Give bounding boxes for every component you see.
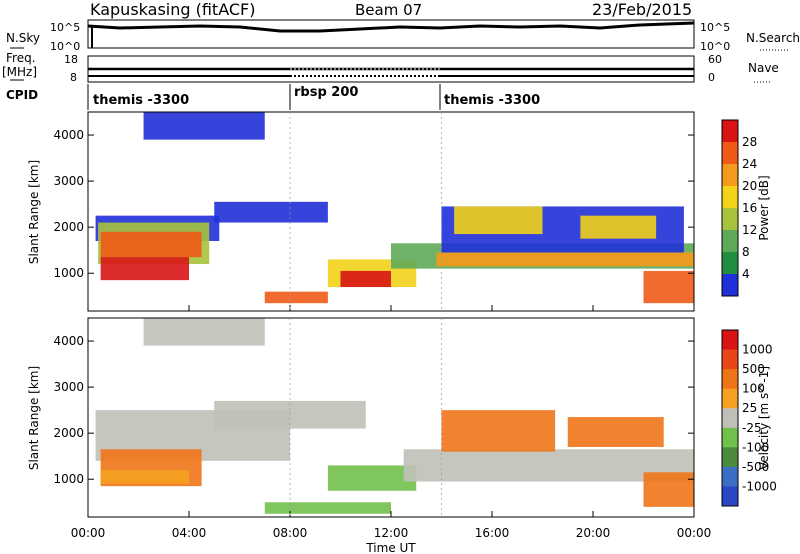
power-colorbar-swatch-5 — [722, 230, 738, 253]
velocity-ytick-label-2: 3000 — [53, 380, 84, 394]
power-colorbar-tick-6: 4 — [742, 267, 750, 281]
x-tick-label-6: 00:00 — [677, 526, 712, 540]
power-region-9 — [436, 252, 694, 267]
velocity-panel: 1000 2000 3000 4000 Slant Range [km] 1000 50… — [27, 317, 777, 518]
x-axis: 00:00 04:00 08:00 12:00 16:00 20:00 00:00 — [71, 112, 712, 540]
power-ytick-label-3: 4000 — [53, 128, 84, 142]
velocity-colorbar-swatch-3 — [722, 388, 738, 409]
velocity-colorbar-swatch-5 — [722, 427, 738, 448]
velocity-region-3 — [100, 470, 189, 484]
cpid-segment-1: themis -3300 — [93, 93, 189, 108]
velocity-colorbar-label: Velocity [m s^-1] — [757, 366, 771, 470]
velocity-ytick-label-0: 1000 — [53, 472, 84, 486]
nsky-panel: N.Sky 10^5 10^0 10^5 10^0 N.Search — [6, 19, 800, 53]
velocity-colorbar-tick-2: 100 — [742, 382, 765, 396]
power-ytick-label-1: 2000 — [53, 220, 84, 234]
station-title: Kapuskasing (fitACF) — [90, 0, 255, 19]
velocity-region-8 — [567, 417, 664, 447]
power-region-2 — [100, 231, 202, 258]
x-tick-label-2: 08:00 — [273, 526, 308, 540]
power-region-13 — [643, 270, 694, 304]
velocity-colorbar-tick-3: 25 — [742, 401, 757, 415]
power-colorbar-label: Power [dB] — [757, 175, 771, 240]
power-region-11 — [454, 206, 543, 235]
power-colorbar-swatch-4 — [722, 208, 738, 231]
nsky-tick-high: 10^5 — [50, 21, 80, 34]
power-region-3 — [100, 257, 189, 281]
beam-title: Beam 07 — [355, 1, 422, 19]
velocity-ylabel: Slant Range [km] — [27, 366, 41, 470]
freq-tick-high: 18 — [64, 53, 78, 66]
velocity-ytick-label-3: 4000 — [53, 334, 84, 348]
velocity-region-7 — [441, 410, 556, 452]
velocity-colorbar-swatch-1 — [722, 349, 738, 370]
velocity-region-4 — [143, 318, 265, 346]
nsky-label: N.Sky — [6, 31, 40, 45]
velocity-region-10 — [264, 502, 391, 514]
freq-label: Freq. — [6, 51, 36, 65]
x-tick-label-3: 12:00 — [374, 526, 409, 540]
velocity-colorbar-tick-5: -100 — [742, 440, 769, 454]
x-tick-label-5: 20:00 — [576, 526, 611, 540]
nave-tick-high: 60 — [708, 53, 722, 66]
power-colorbar: 28 24 20 16 12 8 4 Power [dB] — [721, 119, 771, 297]
velocity-colorbar-swatch-4 — [722, 408, 738, 429]
date-title: 23/Feb/2015 — [592, 0, 692, 19]
power-colorbar-swatch-1 — [722, 142, 738, 165]
power-region-4 — [143, 112, 265, 140]
power-ylabel: Slant Range [km] — [27, 160, 41, 264]
freq-tick-low: 8 — [70, 71, 77, 84]
power-colorbar-tick-5: 8 — [742, 245, 750, 259]
velocity-colorbar-swatch-6 — [722, 447, 738, 468]
power-region-12 — [580, 215, 657, 239]
nsky-trace — [87, 21, 695, 33]
velocity-colorbar-swatch-8 — [722, 486, 738, 507]
velocity-region-5 — [327, 465, 417, 491]
velocity-colorbar-swatch-0 — [722, 330, 738, 351]
velocity-colorbar-tick-1: 500 — [742, 362, 765, 376]
velocity-ytick-label-1: 2000 — [53, 426, 84, 440]
nsky-tick-low: 10^0 — [50, 40, 80, 53]
x-tick-label-1: 04:00 — [172, 526, 207, 540]
nsky-tick-high-right: 10^5 — [700, 21, 730, 34]
velocity-colorbar-tick-4: -25 — [742, 421, 762, 435]
power-colorbar-tick-3: 16 — [742, 201, 757, 215]
cpid-segment-2: rbsp 200 — [294, 85, 358, 100]
nave-tick-low: 0 — [708, 71, 715, 84]
power-ytick-label-2: 3000 — [53, 174, 84, 188]
nsky-tick-low-right: 10^0 — [700, 40, 730, 53]
velocity-colorbar-tick-6: -500 — [742, 460, 769, 474]
power-colorbar-tick-4: 12 — [742, 223, 757, 237]
power-colorbar-swatch-2 — [722, 164, 738, 187]
velocity-colorbar: 1000 500 100 25 -25 -100 -500 -1000 Velocity [m… — [721, 329, 777, 507]
nave-label: Nave — [748, 61, 779, 75]
cpid-row: CPID themis -3300 rbsp 200 themis -3300 — [6, 84, 540, 110]
velocity-colorbar-tick-7: -1000 — [742, 479, 777, 493]
velocity-colorbar-swatch-7 — [722, 466, 738, 487]
cpid-segment-3: themis -3300 — [444, 93, 540, 108]
cpid-label: CPID — [6, 88, 38, 102]
x-tick-label-0: 00:00 — [71, 526, 106, 540]
power-region-14 — [264, 291, 328, 304]
velocity-colorbar-swatch-2 — [722, 369, 738, 390]
power-panel: 1000 2000 3000 4000 Slant Range [km] 28 24 20… — [27, 111, 771, 312]
power-colorbar-tick-1: 24 — [742, 157, 757, 171]
power-colorbar-swatch-7 — [722, 274, 738, 297]
freq-unit: [MHz] — [2, 65, 37, 79]
velocity-colorbar-tick-0: 1000 — [742, 343, 773, 357]
x-tick-label-4: 16:00 — [475, 526, 510, 540]
velocity-region-9 — [643, 472, 694, 507]
power-colorbar-swatch-0 — [722, 120, 738, 143]
power-region-7 — [340, 270, 391, 288]
nsearch-label: N.Search — [746, 31, 800, 45]
power-colorbar-swatch-3 — [722, 186, 738, 209]
freq-panel: Freq. [MHz] 18 8 60 0 Nave — [2, 51, 779, 84]
x-axis-label: Time UT — [365, 541, 416, 554]
power-ytick-label-0: 1000 — [53, 266, 84, 280]
power-colorbar-tick-2: 20 — [742, 179, 757, 193]
power-colorbar-tick-0: 28 — [742, 135, 757, 149]
power-colorbar-swatch-6 — [722, 252, 738, 275]
power-region-5 — [214, 201, 328, 223]
